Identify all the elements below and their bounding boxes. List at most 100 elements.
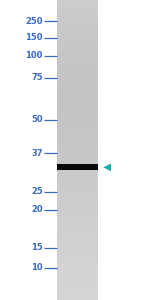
- Bar: [57, 158, 98, 159]
- Bar: [57, 221, 98, 222]
- Bar: [57, 237, 98, 238]
- Bar: [57, 137, 98, 138]
- Text: 10: 10: [31, 263, 43, 272]
- Bar: [57, 217, 98, 218]
- Bar: [57, 48, 98, 49]
- Bar: [57, 46, 98, 47]
- Bar: [57, 13, 98, 14]
- Bar: [57, 25, 98, 26]
- Bar: [57, 245, 98, 246]
- Bar: [57, 213, 98, 214]
- Bar: [57, 165, 98, 166]
- Bar: [57, 172, 98, 173]
- Bar: [57, 63, 98, 64]
- Bar: [57, 142, 98, 143]
- Bar: [57, 227, 98, 228]
- Bar: [57, 88, 98, 89]
- Bar: [57, 37, 98, 38]
- Bar: [57, 226, 98, 227]
- Bar: [57, 150, 98, 151]
- Bar: [57, 100, 98, 101]
- Bar: [57, 3, 98, 4]
- Bar: [57, 17, 98, 18]
- Bar: [57, 293, 98, 294]
- Bar: [57, 29, 98, 30]
- Text: 100: 100: [25, 51, 43, 60]
- Bar: [57, 206, 98, 207]
- Bar: [57, 38, 98, 39]
- Bar: [57, 186, 98, 187]
- Bar: [57, 50, 98, 51]
- Bar: [57, 130, 98, 131]
- Bar: [57, 184, 98, 185]
- Bar: [57, 125, 98, 126]
- Bar: [57, 89, 98, 90]
- Bar: [57, 250, 98, 251]
- Bar: [57, 169, 98, 170]
- Bar: [57, 135, 98, 136]
- Bar: [57, 19, 98, 20]
- Bar: [57, 238, 98, 239]
- Bar: [57, 212, 98, 213]
- Bar: [57, 198, 98, 199]
- Bar: [57, 14, 98, 15]
- Bar: [57, 81, 98, 82]
- Bar: [57, 164, 98, 170]
- Bar: [57, 122, 98, 123]
- Bar: [57, 267, 98, 268]
- Bar: [57, 138, 98, 139]
- Bar: [57, 259, 98, 260]
- Bar: [57, 168, 98, 169]
- Bar: [57, 247, 98, 248]
- Bar: [57, 0, 98, 1]
- Bar: [57, 67, 98, 68]
- Bar: [57, 253, 98, 254]
- Bar: [57, 145, 98, 146]
- Bar: [57, 40, 98, 41]
- Bar: [57, 299, 98, 300]
- Bar: [57, 62, 98, 63]
- Bar: [57, 111, 98, 112]
- Bar: [57, 15, 98, 16]
- Bar: [57, 90, 98, 91]
- Bar: [57, 286, 98, 287]
- Bar: [57, 265, 98, 266]
- Bar: [57, 124, 98, 125]
- Bar: [57, 9, 98, 10]
- Bar: [57, 83, 98, 84]
- Bar: [57, 47, 98, 48]
- Bar: [57, 87, 98, 88]
- Bar: [57, 112, 98, 113]
- Bar: [57, 149, 98, 150]
- Bar: [57, 52, 98, 53]
- Bar: [57, 263, 98, 264]
- Bar: [57, 216, 98, 217]
- Bar: [57, 281, 98, 282]
- Bar: [57, 152, 98, 153]
- Text: 150: 150: [25, 33, 43, 42]
- Bar: [57, 271, 98, 272]
- Bar: [57, 58, 98, 59]
- Bar: [57, 268, 98, 269]
- Bar: [57, 241, 98, 242]
- Bar: [57, 178, 98, 179]
- Bar: [57, 249, 98, 250]
- Bar: [57, 30, 98, 31]
- Bar: [57, 214, 98, 215]
- Bar: [57, 126, 98, 127]
- Bar: [57, 51, 98, 52]
- Bar: [57, 119, 98, 120]
- Bar: [57, 31, 98, 32]
- Bar: [57, 80, 98, 81]
- Bar: [57, 161, 98, 162]
- Bar: [57, 231, 98, 232]
- Bar: [57, 113, 98, 114]
- Bar: [57, 43, 98, 44]
- Bar: [57, 1, 98, 2]
- Bar: [57, 274, 98, 275]
- Bar: [57, 251, 98, 252]
- Bar: [57, 182, 98, 183]
- Bar: [57, 102, 98, 103]
- Bar: [57, 45, 98, 46]
- Bar: [57, 32, 98, 33]
